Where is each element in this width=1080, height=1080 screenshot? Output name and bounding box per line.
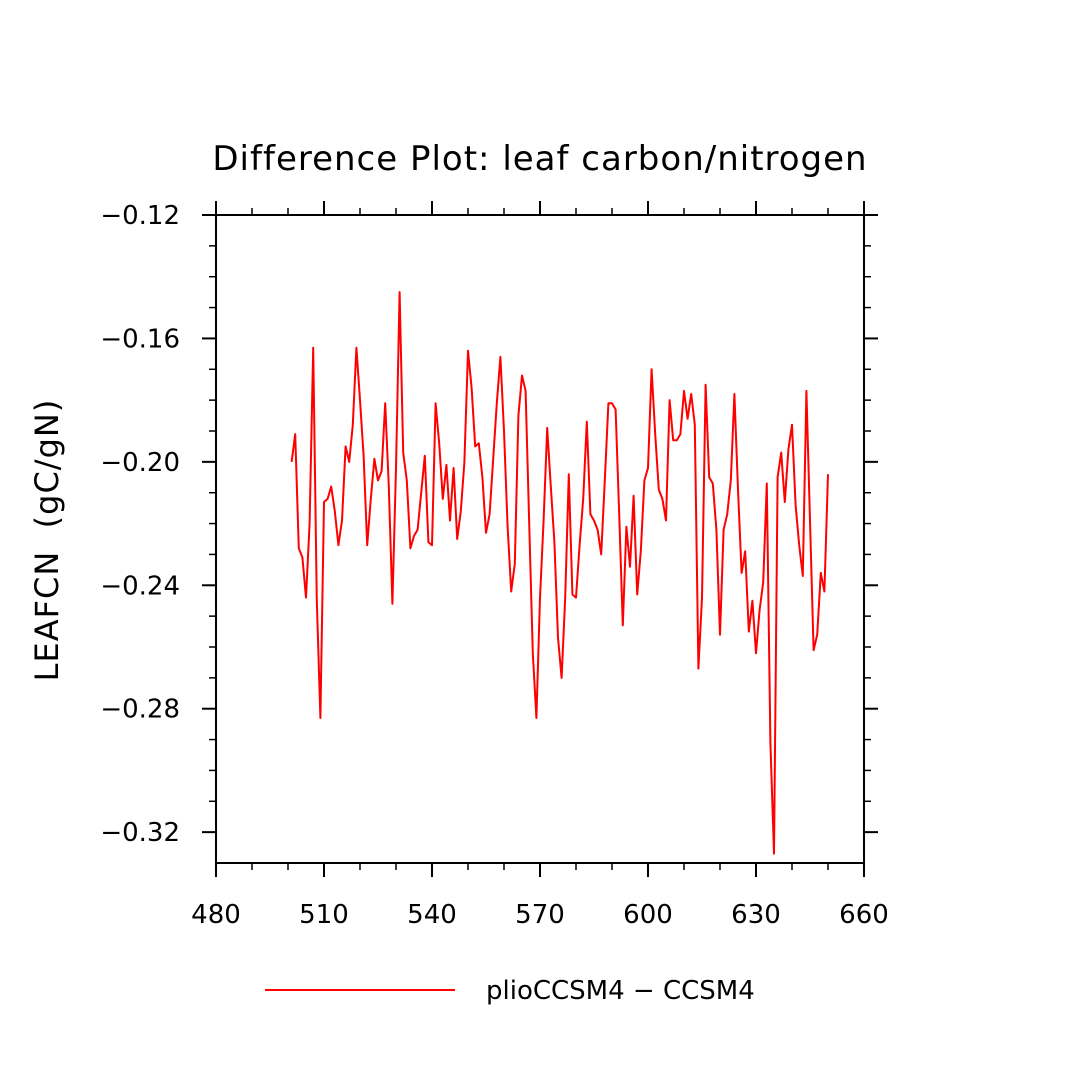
y-axis-label: LEAFCN (gC/gN) [28,399,66,682]
y-tick-label: −0.24 [100,571,180,601]
series-group [290,291,829,855]
y-tick-label: −0.20 [100,448,180,478]
y-axis-tick-labels: −0.32 −0.28 −0.24 −0.20 −0.16 −0.12 [100,201,180,848]
chart-title: Difference Plot: leaf carbon/nitrogen [212,139,867,179]
x-tick-label: 660 [839,900,889,930]
axis-ticks [202,201,878,877]
legend-label: plioCCSM4 − CCSM4 [486,976,755,1006]
y-tick-label: −0.28 [100,695,180,725]
x-tick-label: 510 [299,900,349,930]
x-tick-label: 630 [731,900,781,930]
x-tick-label: 600 [623,900,673,930]
x-tick-label: 570 [515,900,565,930]
y-tick-label: −0.16 [100,324,180,354]
series-line [290,291,829,855]
y-tick-label: −0.32 [100,818,180,848]
legend: plioCCSM4 − CCSM4 [265,976,755,1006]
y-tick-label: −0.12 [100,201,180,231]
x-tick-label: 540 [407,900,457,930]
x-tick-label: 480 [191,900,241,930]
x-axis-tick-labels: 480 510 540 570 600 630 660 [191,900,889,930]
